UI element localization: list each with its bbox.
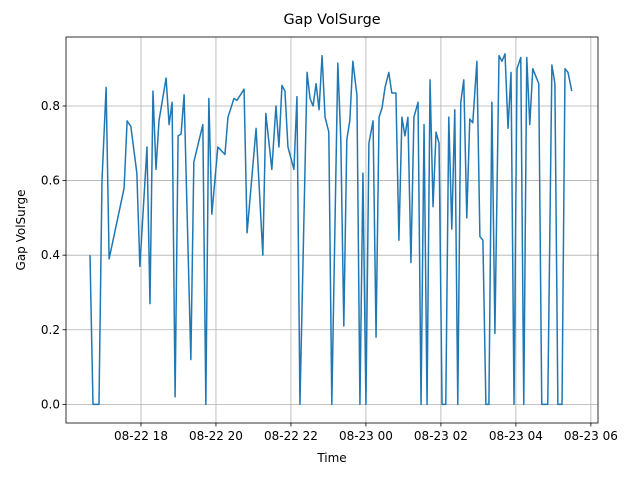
x-tick-label: 08-22 20: [189, 429, 243, 443]
x-tick-label: 08-23 06: [564, 429, 618, 443]
y-tick-label: 0.6: [41, 174, 60, 188]
data-line: [89, 53, 573, 406]
x-tick-label: 08-23 04: [489, 429, 543, 443]
y-tick-label: 0.2: [41, 323, 60, 337]
x-tick-label: 08-22 22: [264, 429, 318, 443]
y-tick-label: 0.0: [41, 397, 60, 411]
chart-title: Gap VolSurge: [283, 12, 380, 28]
x-tick-label: 08-23 00: [339, 429, 393, 443]
y-axis-label: Gap VolSurge: [14, 190, 28, 271]
axes-frame: [65, 36, 599, 424]
x-axis-label: Time: [316, 451, 346, 465]
x-tick-label: 08-23 02: [414, 429, 468, 443]
x-tick-label: 08-22 18: [114, 429, 168, 443]
y-tick-label: 0.8: [41, 99, 60, 113]
y-tick-label: 0.4: [41, 248, 60, 262]
plot-area: [89, 53, 573, 406]
